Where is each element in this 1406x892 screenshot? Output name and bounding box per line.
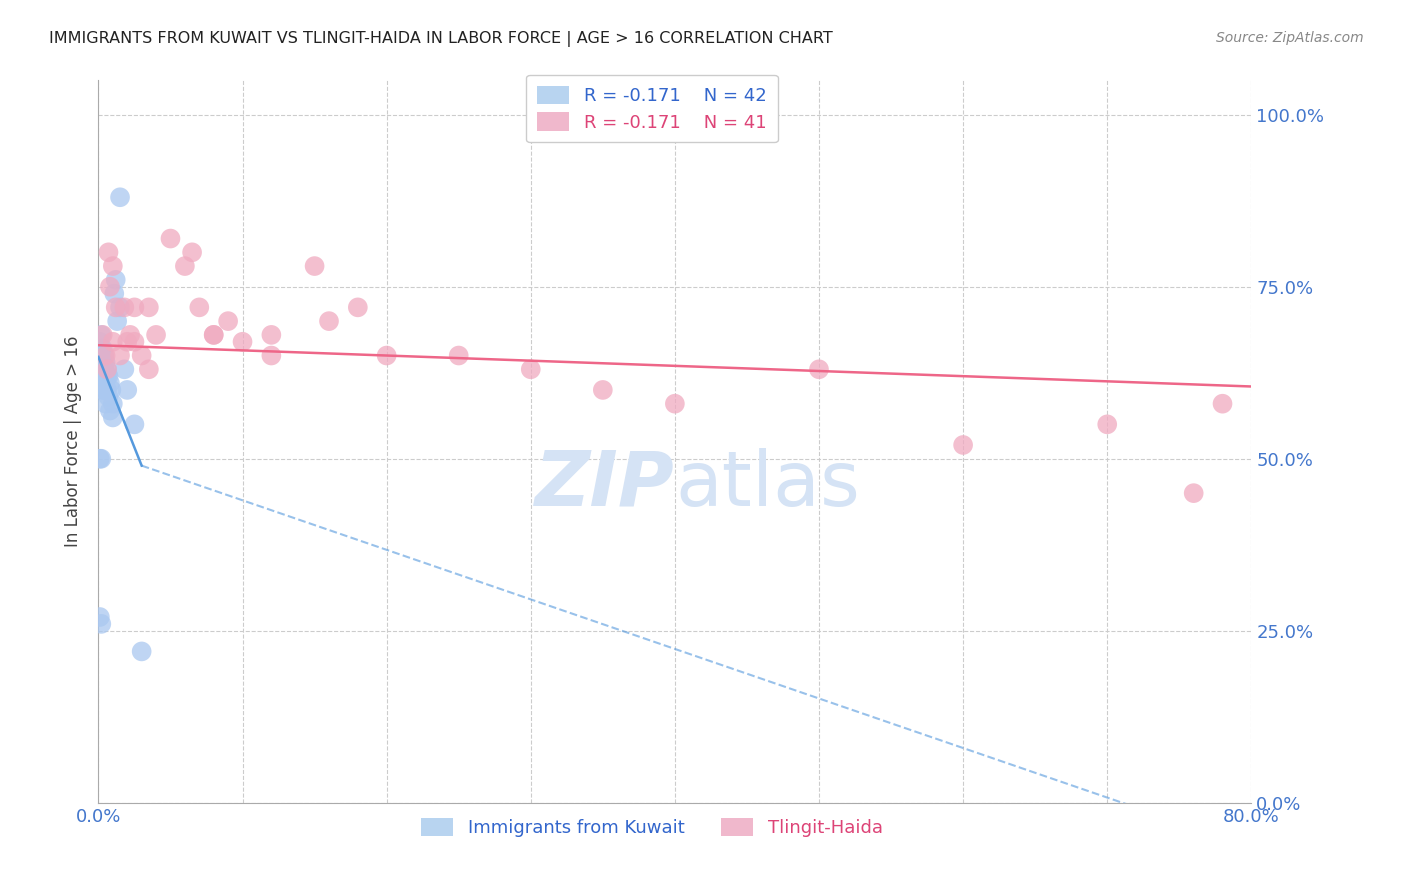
Point <box>89 451 111 466</box>
Point <box>108 190 131 204</box>
Point <box>117 334 139 349</box>
Point <box>260 327 283 342</box>
Point <box>304 259 326 273</box>
Point <box>1212 397 1234 411</box>
Point <box>346 301 368 315</box>
Point <box>120 327 142 342</box>
Point <box>112 362 135 376</box>
Point <box>100 383 122 397</box>
Point <box>112 301 135 315</box>
Point <box>98 403 121 417</box>
Point <box>664 397 686 411</box>
Point <box>97 245 120 260</box>
Point <box>217 314 239 328</box>
Point <box>202 327 225 342</box>
Point <box>202 327 225 342</box>
Point <box>90 451 112 466</box>
Point <box>181 245 204 260</box>
Point <box>520 362 543 376</box>
Point <box>231 334 254 349</box>
Point <box>188 301 211 315</box>
Y-axis label: In Labor Force | Age > 16: In Labor Force | Age > 16 <box>65 335 83 548</box>
Point <box>447 349 470 363</box>
Point <box>96 383 118 397</box>
Point <box>103 286 125 301</box>
Point <box>159 231 181 245</box>
Point <box>101 259 124 273</box>
Point <box>1097 417 1119 432</box>
Point <box>94 397 117 411</box>
Text: ZIP: ZIP <box>536 448 675 522</box>
Legend: Immigrants from Kuwait, Tlingit-Haida: Immigrants from Kuwait, Tlingit-Haida <box>413 811 890 845</box>
Point <box>124 417 146 432</box>
Point <box>90 327 112 342</box>
Text: atlas: atlas <box>675 448 859 522</box>
Point <box>89 362 111 376</box>
Point <box>104 301 127 315</box>
Point <box>952 438 974 452</box>
Point <box>98 376 121 390</box>
Point <box>94 355 117 369</box>
Point <box>91 355 114 369</box>
Point <box>90 369 112 384</box>
Point <box>145 327 167 342</box>
Point <box>124 301 146 315</box>
Point <box>138 362 160 376</box>
Point <box>174 259 197 273</box>
Point <box>101 334 124 349</box>
Point <box>108 349 131 363</box>
Point <box>105 314 128 328</box>
Point <box>89 610 111 624</box>
Point <box>91 327 114 342</box>
Text: IMMIGRANTS FROM KUWAIT VS TLINGIT-HAIDA IN LABOR FORCE | AGE > 16 CORRELATION CH: IMMIGRANTS FROM KUWAIT VS TLINGIT-HAIDA … <box>49 31 832 47</box>
Point <box>138 301 160 315</box>
Point <box>89 334 111 349</box>
Point <box>117 383 139 397</box>
Text: Source: ZipAtlas.com: Source: ZipAtlas.com <box>1216 31 1364 45</box>
Point <box>91 342 114 356</box>
Point <box>108 301 131 315</box>
Point <box>808 362 831 376</box>
Point <box>94 349 117 363</box>
Point <box>98 279 121 293</box>
Point <box>1182 486 1205 500</box>
Point <box>104 273 127 287</box>
Point <box>90 616 112 631</box>
Point <box>91 355 114 369</box>
Point <box>93 362 115 376</box>
Point <box>96 362 118 376</box>
Point <box>131 644 153 658</box>
Point <box>375 349 398 363</box>
Point <box>101 410 124 425</box>
Point <box>96 362 118 376</box>
Point <box>131 349 153 363</box>
Point <box>97 369 120 384</box>
Point <box>592 383 614 397</box>
Point <box>101 397 124 411</box>
Point <box>93 349 115 363</box>
Point <box>89 349 111 363</box>
Point <box>97 390 120 404</box>
Point <box>318 314 340 328</box>
Point <box>91 383 114 397</box>
Point <box>91 369 114 384</box>
Point <box>93 362 115 376</box>
Point <box>260 349 283 363</box>
Point <box>96 369 118 384</box>
Point <box>94 369 117 384</box>
Point <box>93 383 115 397</box>
Point <box>90 355 112 369</box>
Point <box>90 342 112 356</box>
Point <box>124 334 146 349</box>
